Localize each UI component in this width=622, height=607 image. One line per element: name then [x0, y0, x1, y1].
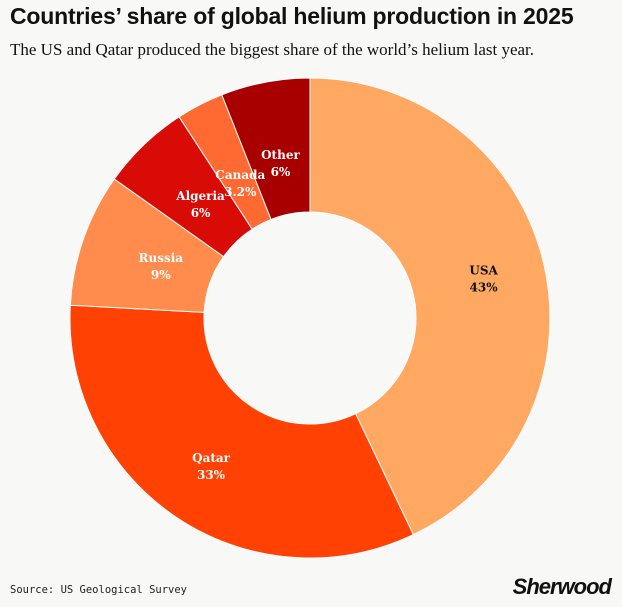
slice-label-qatar: Qatar	[192, 451, 231, 465]
slice-value-algeria: 6%	[191, 206, 211, 220]
chart-title: Countries’ share of global helium produc…	[10, 3, 574, 29]
slice-label-russia: Russia	[139, 251, 184, 265]
chart-subtitle: The US and Qatar produced the biggest sh…	[10, 40, 535, 59]
donut-chart: USA 43% Qatar 33% Russia 9% Algeria 6% Canada 3.2…	[69, 77, 551, 559]
source-note: Source: US Geological Survey	[10, 584, 188, 596]
slice-other	[221, 77, 311, 221]
slice-label-usa: USA	[469, 264, 498, 278]
sherwood-logo: Sherwood	[512, 574, 612, 599]
slice-value-canada: 3.2%	[224, 185, 257, 199]
slice-value-qatar: 33%	[197, 468, 226, 482]
slice-label-canada: Canada	[215, 168, 265, 182]
slice-value-other: 6%	[271, 165, 291, 179]
slice-qatar	[69, 304, 415, 559]
slice-value-usa: 43%	[470, 281, 499, 295]
slice-label-other: Other	[261, 148, 300, 162]
slice-usa	[309, 77, 551, 536]
slice-value-russia: 9%	[151, 268, 171, 282]
slice-label-algeria: Algeria	[175, 189, 225, 203]
